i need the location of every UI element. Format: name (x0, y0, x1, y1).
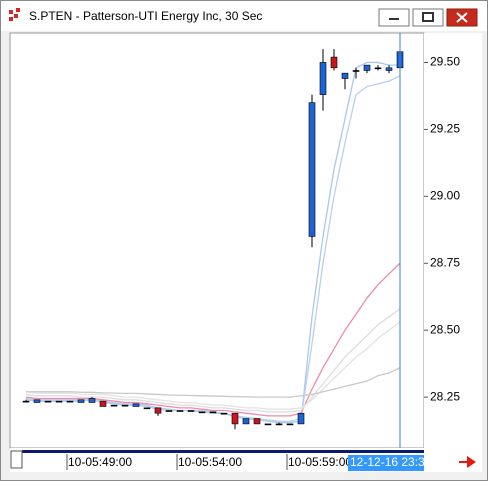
candle-body (330, 56, 338, 69)
candle-body (176, 410, 184, 412)
candle-body (286, 423, 294, 426)
candle-body (88, 398, 96, 403)
scroll-thumb[interactable] (10, 450, 23, 469)
candle-body (22, 400, 30, 403)
candle-body (33, 399, 41, 403)
cursor-label: 12-12-16 23:34:00 (350, 455, 448, 469)
y-tick-label: 28.50 (430, 322, 460, 336)
overlay-line (25, 262, 401, 417)
scroll-right-arrow[interactable] (459, 456, 476, 468)
candle-body (66, 400, 74, 403)
candle-body (209, 411, 217, 414)
candle-body (187, 410, 195, 412)
candle-body (319, 62, 327, 95)
candle-body (132, 403, 140, 407)
y-tick-label: 28.75 (430, 255, 460, 269)
y-tick-label: 29.50 (430, 55, 460, 69)
plot-area (9, 32, 425, 449)
candle-body (77, 399, 85, 403)
candle-body (363, 64, 371, 71)
candle-body (143, 407, 151, 410)
candle-body (110, 404, 118, 407)
candle-body (99, 400, 107, 407)
candle-body (55, 400, 63, 403)
window-title: S.PTEN - Patterson-UTI Energy Inc, 30 Se… (29, 9, 262, 23)
y-axis-area (424, 33, 482, 448)
x-tick-label: 10-05:49:00 (68, 455, 132, 469)
maximize-button[interactable] (412, 8, 444, 27)
candle-body (352, 70, 360, 72)
candle-body (198, 411, 206, 414)
y-tick-label: 28.25 (430, 389, 460, 403)
candle-body (242, 418, 250, 425)
candle-body (308, 102, 316, 237)
cursor-label-box (348, 455, 424, 471)
candle-body (165, 410, 173, 412)
close-button[interactable] (446, 8, 478, 27)
app-icon (9, 8, 20, 21)
minimize-button[interactable] (378, 8, 410, 27)
y-tick-label: 29.25 (430, 122, 460, 136)
candle-body (220, 412, 228, 415)
scroll-track (22, 450, 424, 453)
x-tick-label: 10-05:59:00 (288, 455, 352, 469)
candle-body (264, 423, 272, 426)
overlay-line (25, 321, 401, 410)
candle-body (231, 412, 239, 425)
candle-body (253, 418, 261, 425)
candle-body (297, 412, 305, 425)
candle-body (44, 400, 52, 403)
candle-body (121, 404, 129, 407)
y-tick-label: 29.00 (430, 188, 460, 202)
overlay-line (25, 308, 401, 413)
plot (22, 46, 404, 430)
candle-body (275, 423, 283, 426)
overlay-line (26, 367, 401, 398)
candle-body (154, 407, 162, 414)
candle-body (341, 72, 349, 79)
candle-body (385, 67, 393, 71)
x-tick-label: 10-05:54:00 (178, 455, 242, 469)
candle-body (374, 67, 382, 70)
